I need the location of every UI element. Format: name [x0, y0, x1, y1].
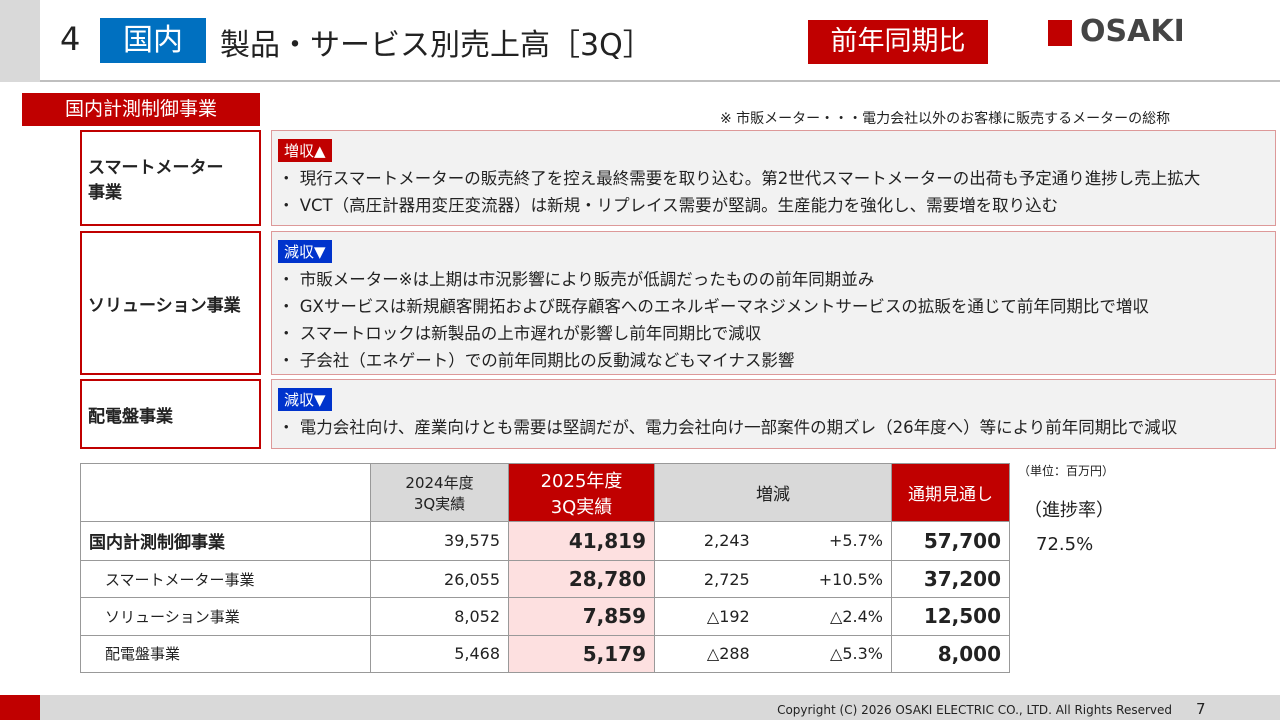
section-label: 国内計測制御事業: [22, 93, 260, 126]
segment-name: ソリューション事業: [88, 295, 241, 316]
status-tag: 減収▼: [278, 388, 332, 411]
title: 製品・サービス別売上高［3Q］: [220, 28, 653, 63]
cell: 26,055: [370, 559, 509, 599]
row-label: 配電盤事業: [80, 634, 371, 674]
bullet: ・ 電力会社向け、産業向けとも需要は堅調だが、電力会社向け一部案件の期ズレ（26…: [278, 418, 1178, 437]
cell: 5,179: [508, 634, 655, 674]
cell: △5.3%: [757, 634, 892, 674]
segment-detail: 増収▲ ・ 現行スマートメーターの販売終了を控え最終需要を取り込む。第2世代スマー…: [271, 130, 1276, 226]
segment-detail: 減収▼ ・ 電力会社向け、産業向けとも需要は堅調だが、電力会社向け一部案件の期ズレ…: [271, 379, 1276, 449]
table-row: 国内計測制御事業 39,575 41,819 2,243 +5.7% 57,700: [80, 521, 1010, 561]
region-tag: 国内: [100, 18, 206, 63]
cell: △2.4%: [757, 597, 892, 636]
logo: OSAKI: [1080, 14, 1185, 49]
bullet: ・ 現行スマートメーターの販売終了を控え最終需要を取り込む。第2世代スマートメー…: [278, 169, 1201, 188]
cell: 8,052: [370, 597, 509, 636]
cell: 5,468: [370, 634, 509, 674]
row-label: 国内計測制御事業: [80, 521, 371, 561]
cell: 2,725: [653, 559, 758, 599]
header-cell: 2025年度 3Q実績: [508, 463, 655, 522]
cell: 12,500: [891, 597, 1010, 636]
row-label: ソリューション事業: [80, 597, 371, 636]
segment-name-box: 配電盤事業: [80, 379, 261, 449]
header-row: 2024年度 3Q実績 2025年度 3Q実績 増減 通期見通し: [80, 463, 1010, 522]
rule: [40, 80, 1280, 82]
header-cell: 2024年度 3Q実績: [370, 463, 509, 522]
segment-name: スマートメーター 事業: [88, 158, 224, 203]
segment-name-box: スマートメーター 事業: [80, 130, 261, 226]
progress-label: （進捗率）: [1024, 500, 1114, 521]
footer-bar: [40, 695, 1280, 720]
page-number: 7: [1196, 700, 1206, 718]
bullet: ・ GXサービスは新規顧客開拓および既存顧客へのエネルギーマネジメントサービスの…: [278, 297, 1149, 316]
bullet: ・ 市販メーター※は上期は市況影響により販売が低調だったものの前年同期並み: [278, 270, 875, 289]
cell: 28,780: [508, 559, 655, 599]
cell: 41,819: [508, 521, 655, 561]
logo-icon: [1048, 20, 1072, 46]
progress: 72.5%: [1036, 534, 1094, 555]
cell: 57,700: [891, 521, 1010, 561]
cell: +10.5%: [757, 559, 892, 599]
note: ※ 市販メーター・・・電力会社以外のお客様に販売するメーターの総称: [720, 111, 1171, 127]
slide-number: 4: [60, 20, 81, 58]
status-tag: 減収▼: [278, 240, 332, 263]
cell: 37,200: [891, 559, 1010, 599]
copyright: Copyright (C) 2026 OSAKI ELECTRIC CO., L…: [777, 703, 1172, 717]
cell: 39,575: [370, 521, 509, 561]
table-row: ソリューション事業 8,052 7,859 △192 △2.4% 12,500: [80, 597, 1010, 636]
header-blank: [80, 463, 371, 522]
bullet: ・ VCT（高圧計器用変圧変流器）は新規・リプレイス需要が堅調。生産能力を強化し…: [278, 196, 1059, 215]
row-label: スマートメーター事業: [80, 559, 371, 599]
footer-mark: [0, 695, 40, 720]
segment-name: 配電盤事業: [88, 406, 173, 427]
badge: 前年同期比: [808, 20, 988, 64]
cell: △192: [653, 597, 758, 636]
unit: （単位：百万円）: [1018, 464, 1115, 478]
table-wrap: 2024年度 3Q実績 2025年度 3Q実績 増減 通期見通し 国内計測制御事業 39,…: [80, 463, 1010, 674]
header-cell: 通期見通し: [891, 463, 1010, 522]
table: 2024年度 3Q実績 2025年度 3Q実績 増減 通期見通し 国内計測制御事業 39,…: [80, 463, 1010, 674]
cell: 7,859: [508, 597, 655, 636]
cell: △288: [653, 634, 758, 674]
header-cell: 増減: [654, 463, 892, 522]
bullet: ・ スマートロックは新製品の上市遅れが影響し前年同期比で減収: [278, 324, 762, 343]
cell: 8,000: [891, 634, 1010, 674]
table-row: スマートメーター事業 26,055 28,780 2,725 +10.5% 37,200: [80, 559, 1010, 599]
segment-detail: 減収▼ ・ 市販メーター※は上期は市況影響により販売が低調だったものの前年同期並み…: [271, 231, 1276, 375]
bullet: ・ 子会社（エネゲート）での前年同期比の反動減などもマイナス影響: [278, 351, 795, 370]
segment-name-box: ソリューション事業: [80, 231, 261, 375]
corner: [0, 0, 40, 82]
table-row: 配電盤事業 5,468 5,179 △288 △5.3% 8,000: [80, 634, 1010, 674]
cell: 2,243: [653, 521, 758, 561]
status-tag: 増収▲: [278, 139, 332, 162]
cell: +5.7%: [757, 521, 892, 561]
